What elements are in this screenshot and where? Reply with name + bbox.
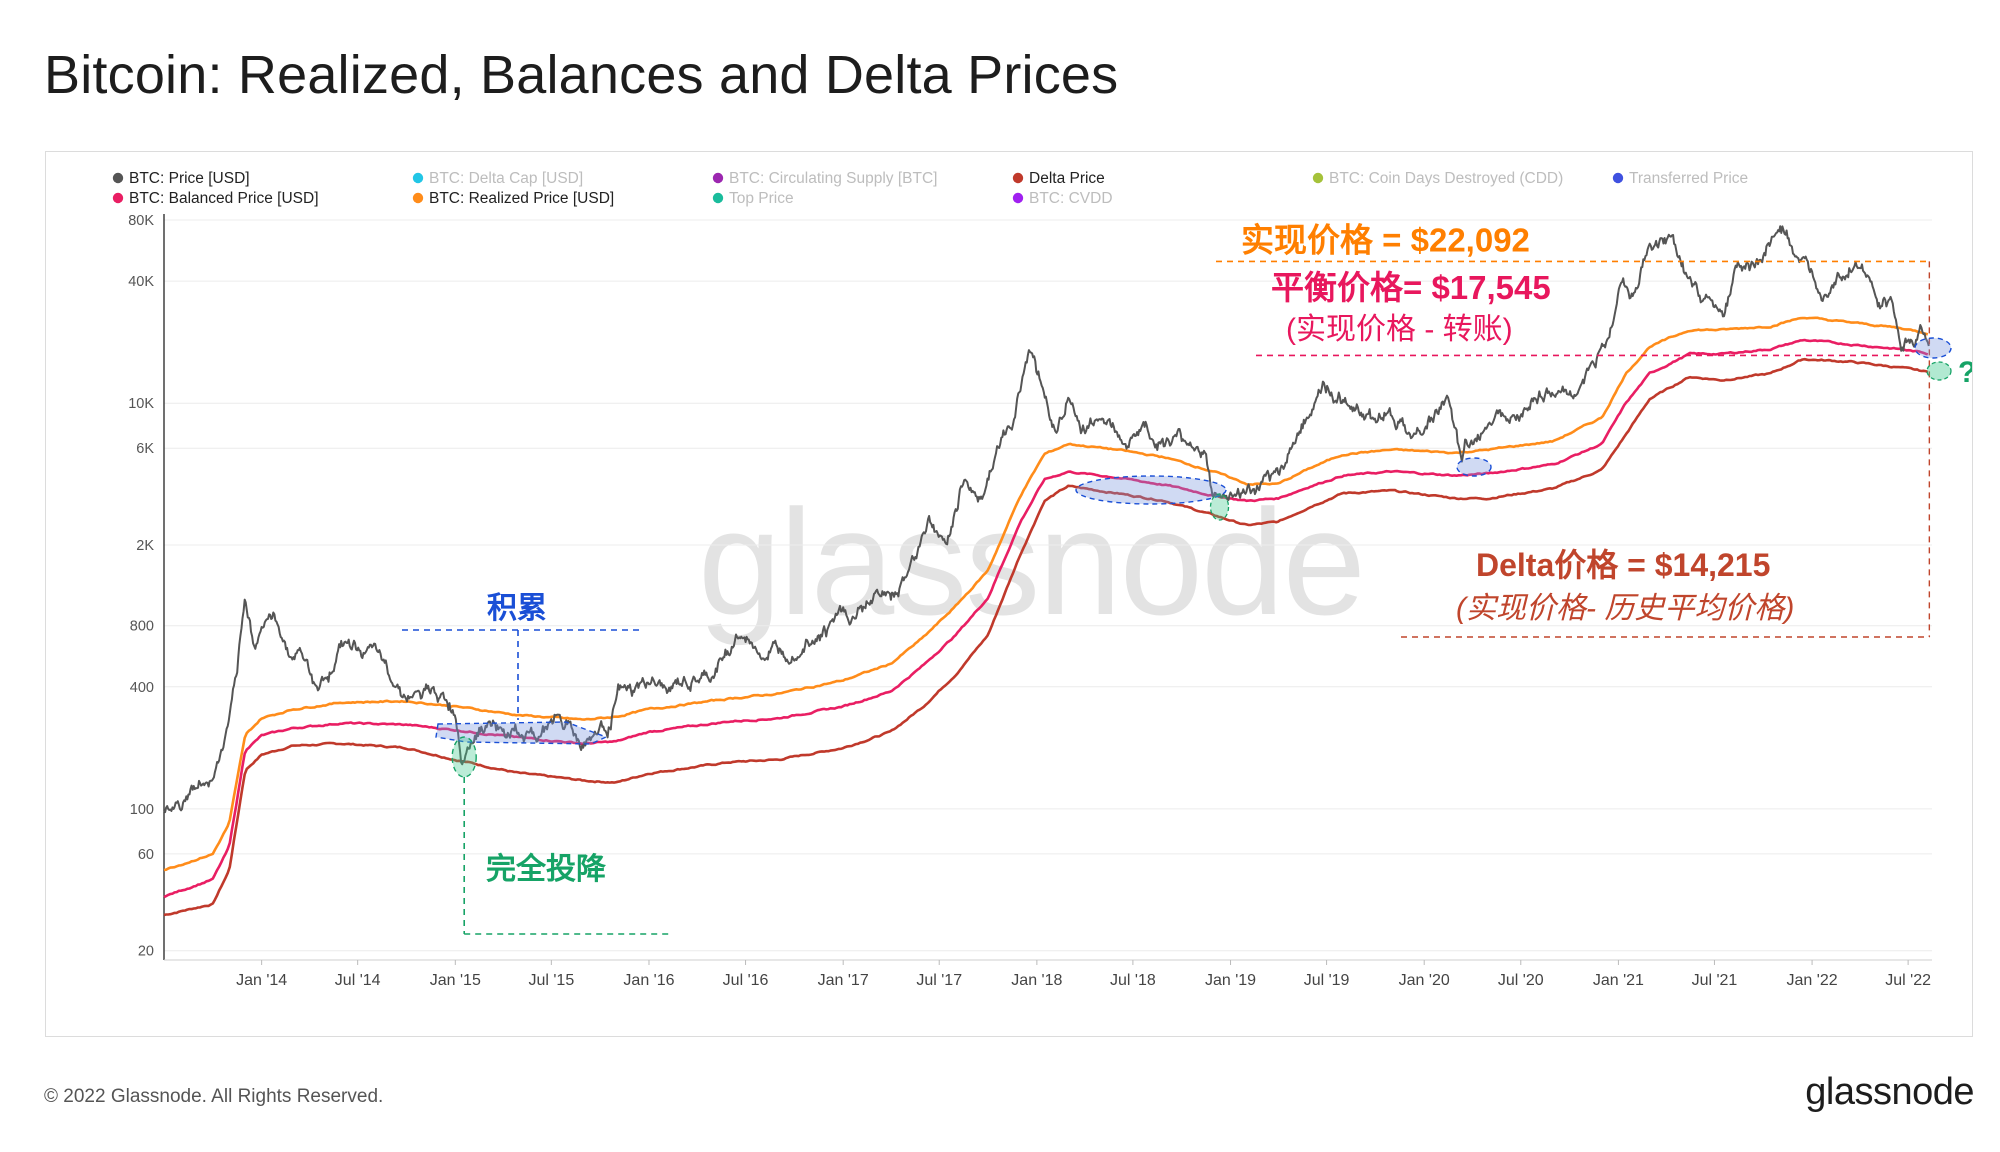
x-tick-label: Jan '14 xyxy=(236,972,287,989)
accumulation-zone-2019 xyxy=(1075,475,1227,505)
x-tick-label: Jul '14 xyxy=(335,972,381,989)
capitulation-zone-2022 xyxy=(1926,361,1952,381)
legend-item[interactable]: Top Price xyxy=(712,190,794,207)
y-tick-label: 20 xyxy=(138,944,154,960)
legend-marker xyxy=(1012,172,1024,184)
legend-item[interactable]: BTC: Circulating Supply [BTC] xyxy=(712,170,938,187)
x-tick-label: Jan '18 xyxy=(1011,972,1062,989)
series-lines xyxy=(163,225,1930,917)
x-tick-label: Jul '22 xyxy=(1885,972,1931,989)
legend-marker xyxy=(112,172,124,184)
footer-logo[interactable]: glassnode xyxy=(1805,1071,1974,1113)
accumulation-zone-2015 xyxy=(435,721,608,745)
legend-marker xyxy=(412,172,424,184)
x-tick-label: Jan '22 xyxy=(1787,972,1838,989)
legend-marker xyxy=(712,192,724,204)
legend-item[interactable]: BTC: Realized Price [USD] xyxy=(412,190,614,207)
grid xyxy=(164,219,1932,952)
page-title: Bitcoin: Realized, Balances and Delta Pr… xyxy=(44,45,1119,105)
chart-panel: BTC: Price [USD] BTC: Delta Cap [USD] BTC:… xyxy=(45,151,1973,1037)
legend-marker xyxy=(1612,172,1624,184)
delta-price-sub: (实现价格- 历史平均价格) xyxy=(1456,592,1794,625)
y-tick-label: 80K xyxy=(128,213,154,229)
legend-label: Transferred Price xyxy=(1629,170,1748,187)
x-tick-label: Jul '20 xyxy=(1498,972,1544,989)
y-tick-label: 100 xyxy=(130,802,154,818)
legend-marker xyxy=(112,192,124,204)
y-tick-label: 400 xyxy=(130,680,154,696)
delta-price-label: Delta价格 = $14,215 xyxy=(1476,547,1770,583)
x-tick-label: Jan '19 xyxy=(1205,972,1256,989)
x-tick-label: Jan '16 xyxy=(623,972,674,989)
chart-svg[interactable]: BTC: Price [USD] BTC: Delta Cap [USD] BTC:… xyxy=(46,152,1972,1036)
realized-price-label: 实现价格 = $22,092 xyxy=(1241,221,1530,258)
legend-marker xyxy=(1312,172,1324,184)
y-tick-label: 60 xyxy=(138,847,154,863)
legend-label: Top Price xyxy=(729,190,794,207)
annotations: 实现价格 = $22,092 平衡价格= $17,545 (实现价格 - 转账) De… xyxy=(402,221,1972,935)
legend-item[interactable]: BTC: Coin Days Destroyed (CDD) xyxy=(1312,170,1563,187)
legend-label: BTC: CVDD xyxy=(1029,190,1113,207)
y-tick-label: 800 xyxy=(130,619,154,635)
x-tick-label: Jan '17 xyxy=(818,972,869,989)
legend: BTC: Price [USD] BTC: Delta Cap [USD] BTC:… xyxy=(112,170,1748,207)
legend-item[interactable]: BTC: CVDD xyxy=(1012,190,1113,207)
accumulation-zone-2020 xyxy=(1456,457,1492,477)
legend-label: BTC: Realized Price [USD] xyxy=(429,190,614,207)
y-tick-label: 40K xyxy=(128,274,154,290)
accumulation-label: 积累 xyxy=(487,592,547,625)
x-tick-label: Jul '21 xyxy=(1692,972,1738,989)
balanced-price-sub: (实现价格 - 转账) xyxy=(1286,313,1513,346)
x-tick-label: Jul '19 xyxy=(1304,972,1350,989)
legend-item[interactable]: BTC: Balanced Price [USD] xyxy=(112,190,319,207)
accumulation-zone-2022 xyxy=(1914,337,1952,359)
watermark: glassnode xyxy=(698,478,1364,646)
legend-item[interactable]: Delta Price xyxy=(1012,170,1105,187)
legend-item[interactable]: BTC: Delta Cap [USD] xyxy=(412,170,583,187)
legend-label: BTC: Coin Days Destroyed (CDD) xyxy=(1329,170,1563,187)
x-tick-label: Jul '15 xyxy=(528,972,574,989)
legend-label: BTC: Delta Cap [USD] xyxy=(429,170,583,187)
x-tick-label: Jan '21 xyxy=(1593,972,1644,989)
x-tick-label: Jan '20 xyxy=(1399,972,1450,989)
x-tick-label: Jul '18 xyxy=(1110,972,1156,989)
axes: 20 60 100 400 800 2K 6K 10K 40K 80K Jan '14 Jul '14… xyxy=(128,213,1932,989)
x-tick-label: Jul '16 xyxy=(723,972,769,989)
capitulation-zone-2015 xyxy=(451,736,477,778)
question-mark: ? xyxy=(1958,356,1972,389)
legend-label: BTC: Circulating Supply [BTC] xyxy=(729,170,937,187)
legend-marker xyxy=(712,172,724,184)
legend-marker xyxy=(412,192,424,204)
x-tick-label: Jul '17 xyxy=(916,972,962,989)
y-tick-label: 10K xyxy=(128,396,154,412)
capitulation-label: 完全投降 xyxy=(486,852,607,886)
legend-label: BTC: Balanced Price [USD] xyxy=(129,190,319,207)
y-tick-label: 6K xyxy=(136,441,154,457)
legend-item[interactable]: Transferred Price xyxy=(1612,170,1748,187)
y-tick-label: 2K xyxy=(136,538,154,554)
capitulation-zone-2018 xyxy=(1209,493,1230,521)
series-price-line xyxy=(163,225,1930,814)
x-tick-label: Jan '15 xyxy=(430,972,481,989)
legend-marker xyxy=(1012,192,1024,204)
footer-copyright: © 2022 Glassnode. All Rights Reserved. xyxy=(44,1086,384,1107)
legend-label: Delta Price xyxy=(1029,170,1105,187)
series-delta-line xyxy=(163,357,1929,917)
legend-label: BTC: Price [USD] xyxy=(129,170,250,187)
legend-item[interactable]: BTC: Price [USD] xyxy=(112,170,250,187)
series-realized-line xyxy=(163,316,1929,872)
balanced-price-label: 平衡价格= $17,545 xyxy=(1271,269,1551,306)
